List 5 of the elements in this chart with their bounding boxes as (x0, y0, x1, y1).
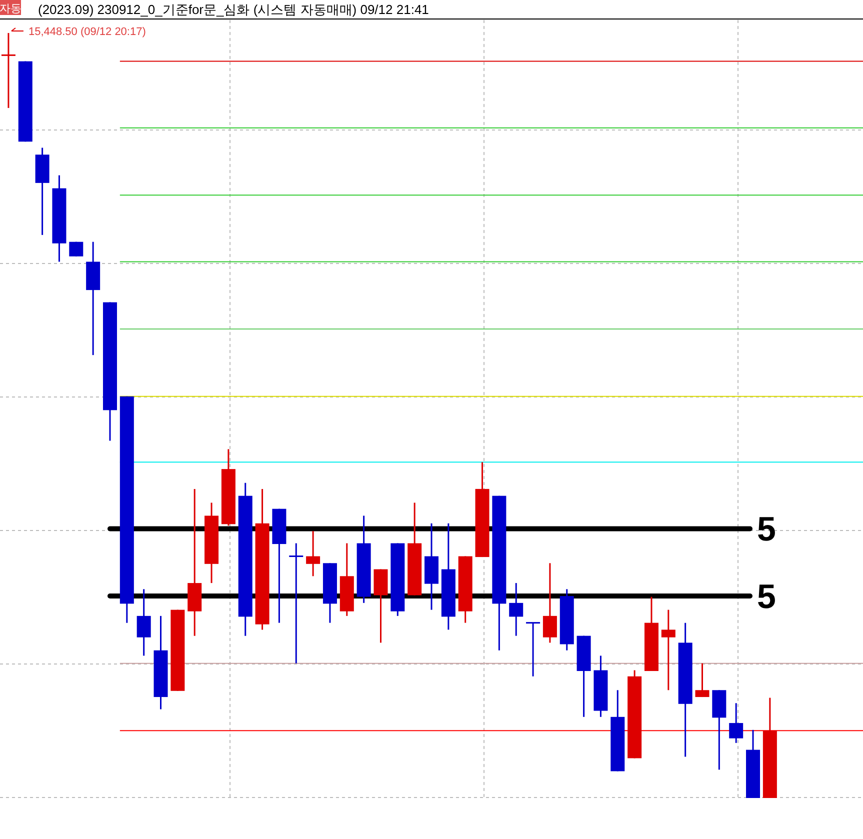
annotation: 5 (757, 578, 776, 616)
text: 자동 (0, 3, 22, 15)
chart-title: (2023.09) 230912_0_기준for문_심화 (시스템 자동매매) 09/12 21:41 (38, 2, 429, 17)
annotation: 15,448.50 (09/12 20:17) (28, 26, 146, 38)
annotation: 5 (757, 510, 776, 549)
